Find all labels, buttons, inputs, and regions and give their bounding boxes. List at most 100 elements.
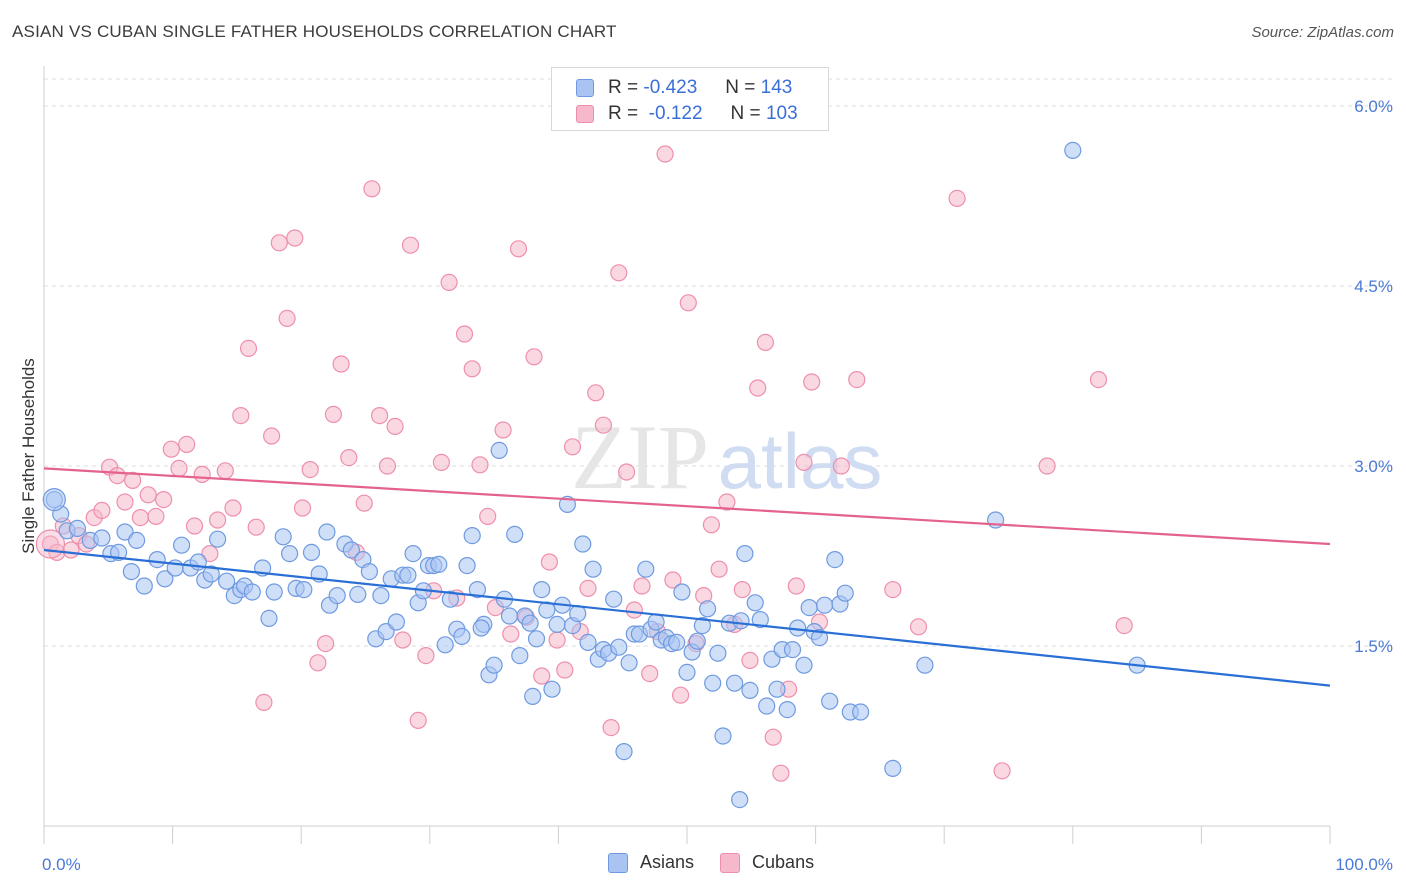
cubans-point bbox=[772, 764, 790, 782]
asians-point bbox=[318, 523, 336, 541]
asians-point bbox=[463, 526, 481, 545]
asians-point bbox=[511, 646, 529, 665]
asians-point bbox=[815, 596, 834, 614]
asians-point bbox=[360, 562, 378, 581]
asians-point bbox=[485, 656, 503, 674]
asians-point bbox=[243, 583, 261, 601]
asians-point bbox=[342, 541, 360, 559]
cubans-point bbox=[1089, 371, 1108, 389]
watermark: ZIP atlas bbox=[571, 406, 882, 508]
legend-item-asians[interactable]: Asians bbox=[608, 852, 694, 873]
asians-point bbox=[569, 604, 587, 623]
asians-point-large bbox=[42, 488, 66, 512]
source-credit: Source: ZipAtlas.com bbox=[1251, 24, 1394, 41]
asians-point bbox=[148, 550, 166, 569]
legend-item-cubans[interactable]: Cubans bbox=[720, 852, 814, 873]
asians-point bbox=[506, 525, 524, 544]
cubans-point bbox=[332, 355, 350, 373]
asians-point bbox=[209, 530, 227, 548]
asians-point bbox=[810, 628, 829, 647]
cubans-point bbox=[317, 634, 335, 653]
asians-point bbox=[458, 556, 476, 575]
asians-point bbox=[527, 630, 546, 648]
asians-point bbox=[122, 562, 140, 581]
asians-point bbox=[778, 700, 796, 719]
cubans-point bbox=[540, 553, 559, 571]
asians-point bbox=[678, 663, 696, 682]
asians-point bbox=[436, 636, 454, 654]
asians-point bbox=[533, 580, 551, 599]
asians-point bbox=[584, 560, 602, 578]
asians-point bbox=[404, 544, 422, 563]
cubans-point bbox=[185, 517, 204, 535]
r-value: -0.423 bbox=[643, 77, 698, 98]
cubans-point bbox=[795, 453, 813, 471]
cubans-point bbox=[525, 348, 543, 366]
asians-point bbox=[758, 697, 776, 715]
asians-point bbox=[751, 610, 769, 629]
cubans-point bbox=[679, 294, 697, 312]
asians-point bbox=[916, 656, 934, 674]
asians-point bbox=[260, 609, 278, 628]
cubans-point bbox=[718, 493, 736, 511]
cubans-point bbox=[139, 486, 157, 504]
cubans-point bbox=[401, 236, 420, 254]
asians-point bbox=[620, 654, 638, 672]
legend-label-asians: Asians bbox=[640, 852, 695, 872]
cubans-point bbox=[432, 453, 450, 471]
cubans-point bbox=[440, 273, 458, 291]
cubans-point bbox=[587, 384, 605, 402]
cubans-point bbox=[162, 440, 180, 458]
cubans-point bbox=[155, 491, 173, 509]
cubans-point bbox=[394, 631, 412, 649]
asians-point bbox=[768, 680, 786, 698]
asians-point bbox=[500, 607, 519, 625]
cubans-point bbox=[178, 435, 196, 453]
cubans-point bbox=[671, 686, 690, 704]
cubans-point bbox=[363, 180, 381, 198]
cubans-point bbox=[741, 651, 759, 670]
cubans-point bbox=[909, 618, 928, 636]
asians-swatch bbox=[576, 79, 594, 97]
cubans-point bbox=[355, 494, 373, 512]
cubans-point bbox=[664, 571, 682, 589]
asians-point bbox=[265, 583, 283, 601]
n-label: N = bbox=[725, 77, 756, 98]
cubans-point bbox=[832, 457, 850, 475]
y-tick-label: 1.5% bbox=[1354, 637, 1393, 656]
asians-point bbox=[709, 644, 727, 662]
cubans-point bbox=[617, 463, 636, 481]
cubans-point bbox=[131, 508, 149, 527]
asians-point bbox=[399, 566, 417, 584]
cubans-point bbox=[170, 459, 188, 477]
asians-point bbox=[295, 580, 313, 599]
cubans-point bbox=[494, 421, 512, 439]
asians-point bbox=[821, 692, 839, 710]
cubans-point bbox=[1115, 616, 1133, 635]
asians-point bbox=[725, 674, 744, 692]
cubans-point bbox=[340, 449, 358, 467]
cubans-point bbox=[263, 427, 281, 445]
watermark-zip: ZIP bbox=[571, 406, 709, 508]
asians-point bbox=[668, 633, 686, 652]
asians-point bbox=[673, 583, 691, 601]
cubans-point bbox=[548, 631, 566, 649]
asians-point bbox=[836, 584, 854, 602]
y-tick-label: 6.0% bbox=[1354, 97, 1393, 116]
axes bbox=[43, 66, 1331, 844]
cubans-point bbox=[502, 625, 520, 643]
asians-point bbox=[93, 529, 111, 547]
stats-legend-row-cubans: R = -0.122 N = 103 bbox=[576, 103, 798, 125]
asians-point bbox=[637, 560, 655, 578]
tick-labels: 1.5% 3.0% 4.5% 6.0% 0.0% 100.0% bbox=[42, 97, 1393, 874]
asians-point bbox=[202, 565, 220, 583]
asians-point bbox=[736, 544, 754, 563]
asians-point bbox=[372, 586, 390, 605]
asians-point bbox=[693, 616, 712, 635]
asians-point bbox=[218, 572, 236, 590]
asians-trendline bbox=[43, 548, 1331, 687]
r-label: R = bbox=[608, 77, 639, 98]
asians-point bbox=[746, 594, 764, 612]
cubans-point bbox=[710, 560, 728, 578]
